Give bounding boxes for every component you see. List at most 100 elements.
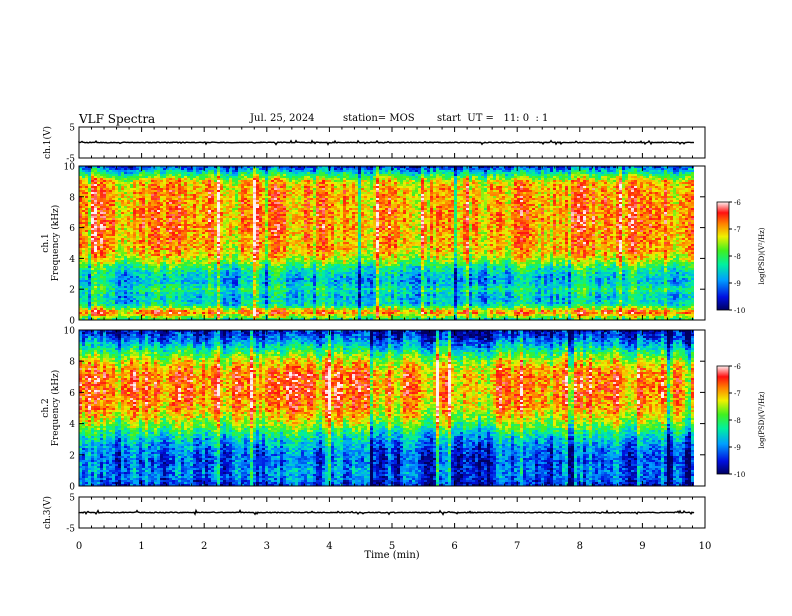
spectrogram-cell [226,276,229,278]
spectrogram-cell [145,240,148,242]
spectrogram-cell [97,222,100,224]
spectrogram-cell [100,186,103,188]
spectrogram-cell [235,300,238,302]
spectrogram-cell [208,186,211,188]
spectrogram-cell [181,202,184,204]
spectrogram-cell [220,246,223,248]
spectrogram-cell [265,178,268,180]
spectrogram-cell [91,208,94,210]
spectrogram-cell [175,284,178,286]
spectrogram-cell [103,206,106,208]
spectrogram-cell [205,228,208,230]
spectrogram-cell [265,250,268,252]
spectrogram-cell [187,284,190,286]
spectrogram-cell [166,230,169,232]
spectrogram-cell [160,304,163,306]
spectrogram-cell [235,294,238,296]
spectrogram-cell [181,186,184,188]
spectrogram-cell [253,246,256,248]
spectrogram-cell [157,272,160,274]
spectrogram-cell [85,176,88,178]
spectrogram-cell [85,206,88,208]
spectrogram-cell [109,292,112,294]
spectrogram-cell [256,284,259,286]
spectrogram-cell [220,172,223,174]
spectrogram-cell [241,310,244,312]
spectrogram-cell [130,274,133,276]
spectrogram-cell [184,244,187,246]
spectrogram-cell [268,212,271,214]
spectrogram-cell [112,192,115,194]
spectrogram-cell [199,316,202,318]
spectrogram-cell [127,204,130,206]
spectrogram-cell [217,168,220,170]
spectrogram-cell [250,270,253,272]
spectrogram-cell [271,252,274,254]
spectrogram-cell [136,264,139,266]
spectrogram-cell [184,288,187,290]
spectrogram-cell [214,316,217,318]
spectrogram-cell [178,242,181,244]
spectrogram-cell [97,292,100,294]
spectrogram-cell [253,192,256,194]
spectrogram-cell [211,290,214,292]
spectrogram-cell [181,262,184,264]
spectrogram-cell [220,248,223,250]
spectrogram-cell [187,200,190,202]
spectrogram-cell [94,240,97,242]
spectrogram-cell [124,248,127,250]
spectrogram-cell [124,188,127,190]
spectrogram-cell [115,276,118,278]
spectrogram-cell [112,240,115,242]
spectrogram-cell [133,228,136,230]
spectrogram-cell [106,208,109,210]
spectrogram-cell [268,174,271,176]
spectrogram-cell [148,204,151,206]
spectrogram-cell [232,210,235,212]
spectrogram-cell [151,264,154,266]
spectrogram-cell [157,286,160,288]
spectrogram-cell [226,240,229,242]
spectrogram-cell [253,196,256,198]
spectrogram-cell [139,292,142,294]
spectrogram-cell [241,314,244,316]
spectrogram-cell [262,242,265,244]
spectrogram-cell [85,180,88,182]
spectrogram-cell [211,314,214,316]
spectrogram-cell [250,212,253,214]
spectrogram-cell [211,224,214,226]
spectrogram-cell [187,308,190,310]
spectrogram-cell [268,288,271,290]
spectrogram-cell [214,262,217,264]
spectrogram-cell [115,316,118,318]
spectrogram-cell [241,236,244,238]
spectrogram-cell [214,232,217,234]
spectrogram-cell [181,214,184,216]
spectrogram-cell [121,170,124,172]
spectrogram-cell [145,214,148,216]
spectrogram-cell [187,214,190,216]
spectrogram-cell [172,294,175,296]
spectrogram-cell [268,214,271,216]
spectrogram-cell [106,266,109,268]
spectrogram-cell [244,234,247,236]
spectrogram-cell [256,252,259,254]
spectrogram-cell [133,316,136,318]
spectrogram-cell [181,250,184,252]
spectrogram-cell [208,316,211,318]
spectrogram-cell [220,216,223,218]
spectrogram-cell [247,202,250,204]
spectrogram-cell [82,284,85,286]
spectrogram-cell [103,184,106,186]
spectrogram-cell [163,230,166,232]
spectrogram-cell [241,302,244,304]
spectrogram-cell [94,230,97,232]
spectrogram-cell [220,290,223,292]
spectrogram-cell [223,278,226,280]
spectrogram-cell [226,256,229,258]
spectrogram-cell [190,204,193,206]
spectrogram-cell [193,186,196,188]
spectrogram-cell [112,254,115,256]
spectrogram-cell [115,246,118,248]
spectrogram-cell [127,166,130,168]
